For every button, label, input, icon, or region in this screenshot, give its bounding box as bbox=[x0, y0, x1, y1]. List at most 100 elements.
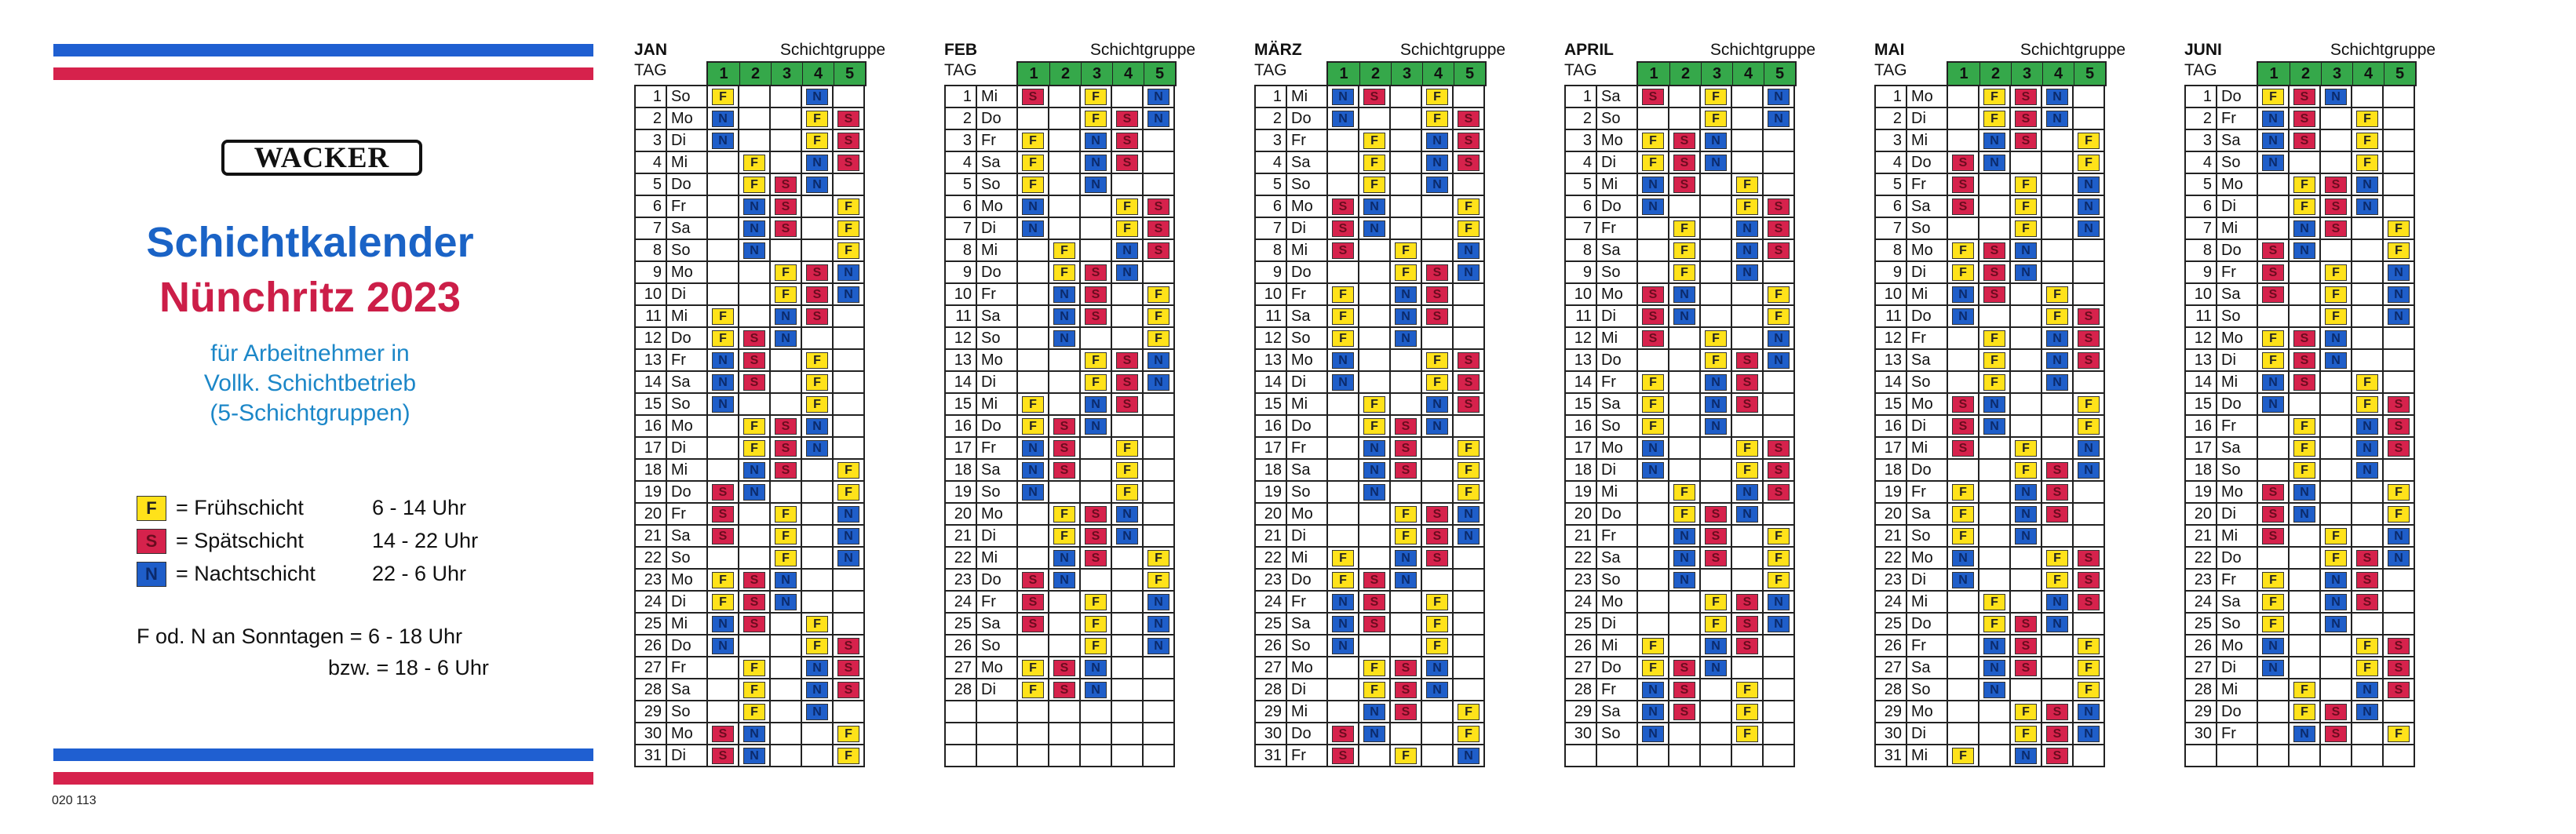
shift-cell bbox=[771, 130, 802, 152]
shift-cell: F bbox=[1144, 328, 1175, 350]
shift-cell: F bbox=[1112, 196, 1144, 218]
shift-cell: N bbox=[1979, 152, 2011, 174]
shift-cell: S bbox=[1112, 108, 1144, 130]
shift-cell bbox=[1328, 657, 1359, 679]
day-row: 22 Mo N F S bbox=[1876, 548, 2105, 570]
shift-cell bbox=[1018, 350, 1049, 372]
shift-cell bbox=[1328, 174, 1359, 196]
day-number: 15 bbox=[636, 394, 667, 416]
early-shift-mark: F bbox=[806, 396, 828, 413]
day-row: 3 Di N F S bbox=[636, 130, 865, 152]
day-row: 18 So F N bbox=[2186, 460, 2415, 482]
weekday: Di bbox=[977, 679, 1018, 701]
late-shift-mark: S bbox=[1983, 242, 2005, 259]
late-shift-mark: S bbox=[2293, 374, 2315, 391]
day-number: 14 bbox=[1256, 372, 1287, 394]
shift-cell bbox=[834, 350, 865, 372]
early-shift-mark: F bbox=[2078, 155, 2100, 171]
shift-cell: F bbox=[1732, 701, 1764, 723]
early-shift-mark: F bbox=[1332, 330, 1354, 347]
group-number: 3 bbox=[771, 63, 802, 85]
shift-cell: F bbox=[739, 657, 771, 679]
day-row: 4 Mi F N S bbox=[636, 152, 865, 174]
shift-cell bbox=[1081, 482, 1112, 504]
shift-cell: N bbox=[1764, 350, 1795, 372]
weekday: Mi bbox=[667, 614, 708, 636]
shift-cell: N bbox=[2011, 526, 2042, 548]
shift-cell: F bbox=[2074, 130, 2105, 152]
shift-cell: N bbox=[1081, 657, 1112, 679]
shift-cell bbox=[739, 108, 771, 130]
shift-cell bbox=[1948, 460, 1979, 482]
late-shift-mark: S bbox=[712, 726, 734, 742]
late-shift-mark: S bbox=[837, 638, 859, 654]
shift-cell: F bbox=[834, 723, 865, 745]
night-shift-mark: N bbox=[2046, 111, 2068, 127]
shift-cell: F bbox=[1144, 306, 1175, 328]
late-shift-mark: S bbox=[837, 133, 859, 149]
shift-cell bbox=[1701, 482, 1732, 504]
weekday: Di bbox=[1287, 526, 1328, 548]
shift-cell bbox=[1764, 416, 1795, 438]
weekday: Sa bbox=[1287, 614, 1328, 636]
weekday: So bbox=[1287, 328, 1328, 350]
shift-cell: F bbox=[1638, 372, 1669, 394]
early-shift-mark: F bbox=[1395, 528, 1417, 544]
shift-cell bbox=[1454, 592, 1485, 614]
shift-cell: N bbox=[1112, 240, 1144, 262]
shift-cell bbox=[1328, 701, 1359, 723]
shift-cell bbox=[1732, 284, 1764, 306]
shift-cell: F bbox=[2042, 570, 2074, 592]
shift-cell: S bbox=[1081, 548, 1112, 570]
shift-cell bbox=[1144, 394, 1175, 416]
late-shift-mark: S bbox=[2262, 286, 2284, 303]
late-shift-mark: S bbox=[2293, 352, 2315, 369]
late-shift-mark: S bbox=[2046, 462, 2068, 479]
shift-cell: N bbox=[1669, 284, 1701, 306]
night-shift-mark: N bbox=[1768, 111, 1790, 127]
night-shift-mark: N bbox=[743, 220, 765, 237]
late-shift-mark: S bbox=[1458, 133, 1480, 149]
shift-cell: F bbox=[2321, 284, 2352, 306]
shift-cell bbox=[1081, 460, 1112, 482]
early-shift-mark: F bbox=[1736, 462, 1758, 479]
shift-cell bbox=[739, 86, 771, 108]
day-number: 18 bbox=[1566, 460, 1597, 482]
shift-cell: F bbox=[834, 460, 865, 482]
late-shift-mark: S bbox=[1458, 352, 1480, 369]
day-row: 13 Mo F S N bbox=[946, 350, 1175, 372]
shift-cell: S bbox=[1391, 701, 1422, 723]
day-number: 29 bbox=[1566, 701, 1597, 723]
early-shift-mark: F bbox=[775, 550, 797, 566]
day-row: 1 So F N bbox=[636, 86, 865, 108]
early-shift-mark: F bbox=[1363, 660, 1385, 676]
shift-cell bbox=[1454, 416, 1485, 438]
weekday: Do bbox=[1287, 570, 1328, 592]
late-shift-mark: S bbox=[1673, 177, 1695, 193]
late-shift-mark: S bbox=[2078, 572, 2100, 588]
early-shift-mark: F bbox=[1983, 594, 2005, 610]
shift-cell bbox=[2290, 394, 2321, 416]
shift-cell bbox=[1328, 679, 1359, 701]
night-shift-mark: N bbox=[1705, 418, 1727, 435]
weekday: So bbox=[1907, 526, 1948, 548]
night-shift-mark: N bbox=[2325, 330, 2347, 347]
late-shift-mark: S bbox=[1332, 748, 1354, 764]
shift-cell: S bbox=[1764, 438, 1795, 460]
early-shift-mark: F bbox=[1085, 89, 1107, 105]
late-shift-mark: S bbox=[1148, 220, 1169, 237]
weekday: Mo bbox=[977, 504, 1018, 526]
weekday: Mi bbox=[667, 460, 708, 482]
night-shift-mark: N bbox=[743, 242, 765, 259]
weekday: Fr bbox=[667, 196, 708, 218]
shift-cell: F bbox=[1979, 592, 2011, 614]
early-shift-mark: F bbox=[1148, 550, 1169, 566]
early-shift-mark: F bbox=[1116, 462, 1138, 479]
night-shift-mark: N bbox=[2356, 418, 2378, 435]
night-shift-mark: N bbox=[1642, 462, 1664, 479]
day-number: 14 bbox=[946, 372, 977, 394]
shift-cell: F bbox=[1948, 745, 1979, 767]
shift-cell: F bbox=[1669, 240, 1701, 262]
night-shift-mark: N bbox=[1116, 264, 1138, 281]
shift-cell: N bbox=[1948, 284, 1979, 306]
